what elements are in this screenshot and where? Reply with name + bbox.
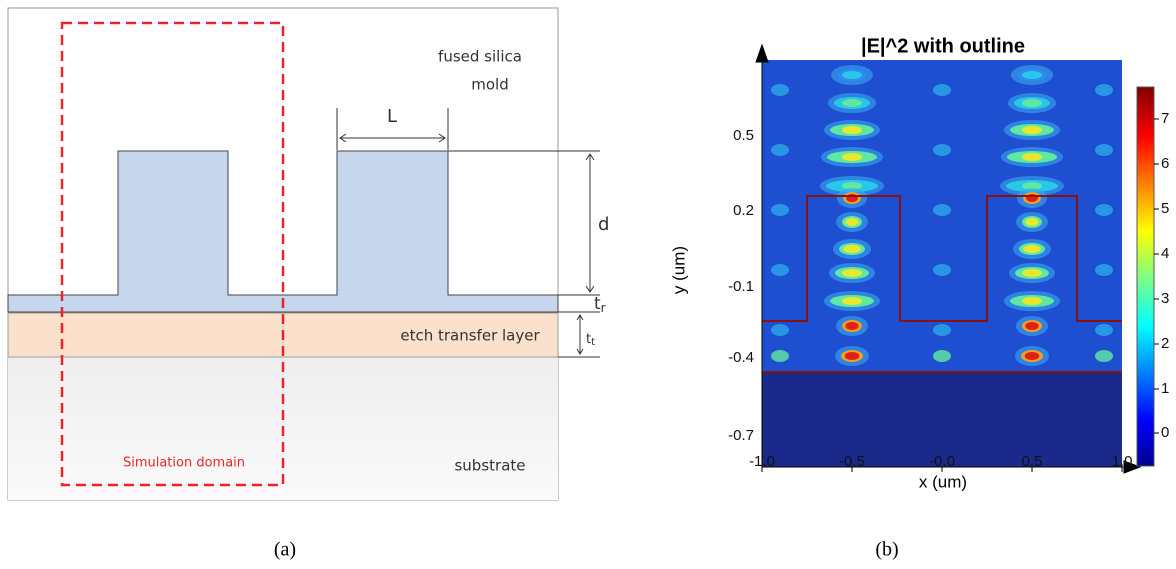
x-tick-label: 0.5 — [1022, 453, 1043, 470]
field-spot — [1022, 153, 1042, 161]
label: mold — [471, 76, 508, 94]
field-spot — [842, 71, 862, 79]
colorbar-tick-label: 5 — [1161, 200, 1169, 217]
field-spot — [1025, 218, 1038, 226]
x-tick-label: -1.0 — [749, 453, 775, 470]
colorbar-tick-label: 7 — [1161, 110, 1169, 127]
field-spot — [1095, 144, 1113, 156]
field-spot — [1095, 350, 1113, 362]
field-spot — [1022, 126, 1042, 134]
colorbar-tick-label: 2 — [1161, 335, 1169, 352]
y-tick-label: 0.2 — [733, 202, 754, 219]
field-spot — [845, 322, 858, 330]
field-spot — [842, 99, 862, 107]
x-tick-label: -0.5 — [839, 453, 865, 470]
field-spot — [1095, 324, 1113, 336]
label: Simulation domain — [123, 456, 245, 471]
colorbar — [1137, 87, 1154, 466]
figure: fused silica mold L d tr tt etch transfe… — [0, 0, 1176, 569]
label: fused silica — [438, 48, 522, 66]
field-spot — [842, 126, 862, 134]
y-tick-label: -0.7 — [728, 427, 754, 444]
field-spot — [771, 84, 789, 96]
panel-a: fused silica mold L d tr tt etch transfe… — [8, 8, 609, 561]
field-spot — [933, 144, 951, 156]
plot-title: |E|^2 with outline — [861, 35, 1025, 57]
field-spot — [1022, 71, 1042, 79]
y-tick-label: -0.4 — [728, 349, 754, 366]
field-spot — [771, 204, 789, 216]
field-spot — [1022, 99, 1042, 107]
field-spot — [771, 144, 789, 156]
field-spot — [1095, 204, 1113, 216]
label: substrate — [454, 457, 525, 475]
label: d — [598, 214, 609, 235]
field-spot — [771, 324, 789, 336]
field-spot — [933, 264, 951, 276]
x-tick-label: 1.0 — [1112, 453, 1133, 470]
field-spot — [1025, 352, 1040, 360]
colorbar-tick-label: 4 — [1161, 245, 1169, 262]
y-tick-label: 0.5 — [733, 127, 754, 144]
field-spot — [933, 324, 951, 336]
caption: (a) — [274, 539, 296, 561]
field-spot — [1025, 322, 1038, 330]
caption: (b) — [875, 539, 898, 561]
label: etch transfer layer — [400, 327, 540, 345]
field-spot — [771, 350, 789, 362]
field-spot — [843, 245, 860, 253]
label: tt — [586, 332, 595, 349]
field-spot — [845, 352, 860, 360]
field-spot — [933, 204, 951, 216]
field-spot — [1022, 269, 1042, 277]
colorbar-tick-label: 1 — [1161, 380, 1169, 397]
field-spot — [933, 350, 951, 362]
colorbar-tick-label: 3 — [1161, 290, 1169, 307]
x-tick-label: -0.0 — [929, 453, 955, 470]
field-spot — [1023, 245, 1040, 253]
field-spot — [1022, 297, 1042, 305]
panel-b: |E|^2 with outline y (um) x (um) (b) -1.… — [669, 35, 1169, 560]
field-spot — [842, 153, 862, 161]
label: L — [387, 106, 397, 127]
colorbar-tick-label: 6 — [1161, 155, 1169, 172]
y-tick-label: -0.1 — [728, 278, 754, 295]
field-spot — [933, 84, 951, 96]
x-axis-label: x (um) — [919, 472, 967, 491]
field-spot — [842, 269, 862, 277]
field-spot — [771, 264, 789, 276]
field-spot — [842, 297, 862, 305]
y-axis-label: y (um) — [669, 246, 688, 294]
colorbar-tick-label: 0 — [1161, 424, 1169, 441]
field-spot — [1095, 84, 1113, 96]
label: tr — [594, 294, 606, 315]
field-spot — [1095, 264, 1113, 276]
field-spot — [845, 218, 858, 226]
